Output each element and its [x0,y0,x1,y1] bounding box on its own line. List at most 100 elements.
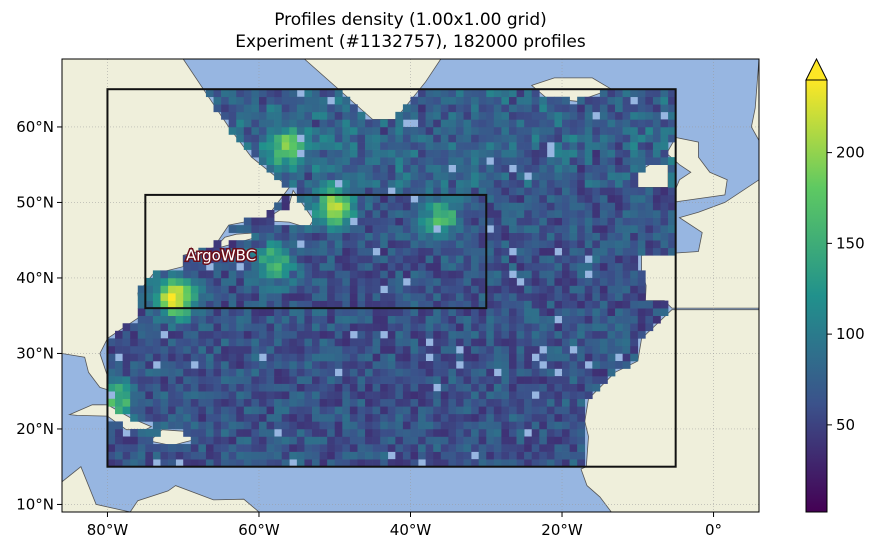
density-cell [350,119,358,127]
density-cell [600,97,608,105]
density-cell [168,391,176,399]
density-cell [214,346,222,354]
density-cell [524,157,532,165]
density-cell [403,218,411,226]
density-cell [206,278,214,286]
density-cell [585,323,593,331]
density-cell [592,286,600,294]
density-cell [388,429,396,437]
density-cell [623,119,631,127]
density-cell [547,180,555,188]
density-cell [562,150,570,158]
density-cell [342,119,350,127]
density-cell [168,353,176,361]
density-cell [585,210,593,218]
density-cell [509,421,517,429]
density-cell [289,338,297,346]
colorbar-extend-arrow [806,59,827,80]
density-cell [426,157,434,165]
density-cell [274,278,282,286]
density-cell [600,240,608,248]
density-cell [524,202,532,210]
density-cell [517,286,525,294]
density-cell [206,429,214,437]
density-cell [320,353,328,361]
density-cell [464,225,472,233]
density-cell [191,369,199,377]
density-cell [221,399,229,407]
density-cell [411,104,419,112]
density-cell [176,338,184,346]
density-cell [274,112,282,120]
density-cell [441,338,449,346]
density-cell [320,202,328,210]
density-cell [585,338,593,346]
density-cell [160,293,168,301]
density-cell [585,135,593,143]
density-cell [327,346,335,354]
density-cell [320,346,328,354]
density-cell [623,195,631,203]
density-cell [494,353,502,361]
density-cell [221,444,229,452]
density-cell [486,293,494,301]
density-cell [554,187,562,195]
density-cell [130,376,138,384]
density-cell [562,210,570,218]
density-cell [274,157,282,165]
density-cell [418,338,426,346]
density-cell [251,391,259,399]
density-cell [471,421,479,429]
density-cell [653,202,661,210]
density-cell [388,255,396,263]
density-cell [342,361,350,369]
density-cell [176,406,184,414]
density-cell [638,218,646,226]
x-tick-label: 40°W [390,521,432,539]
density-cell [630,338,638,346]
density-cell [615,172,623,180]
density-cell [570,218,578,226]
density-cell [304,255,312,263]
density-cell [517,429,525,437]
density-cell [653,225,661,233]
density-cell [600,301,608,309]
density-cell [577,255,585,263]
density-cell [342,240,350,248]
density-cell [229,104,237,112]
density-cell [592,157,600,165]
density-cell [411,97,419,105]
density-cell [471,286,479,294]
density-cell [395,399,403,407]
density-cell [661,195,669,203]
density-cell [312,278,320,286]
density-cell [168,338,176,346]
density-cell [365,218,373,226]
density-cell [494,384,502,392]
density-cell [433,361,441,369]
density-cell [244,316,252,324]
density-cell [494,270,502,278]
density-cell [494,165,502,173]
density-cell [395,165,403,173]
density-cell [509,142,517,150]
density-cell [251,142,259,150]
density-cell [388,180,396,188]
density-cell [297,172,305,180]
density-cell [411,127,419,135]
density-cell [342,286,350,294]
density-cell [607,346,615,354]
density-cell [282,112,290,120]
density-cell [320,323,328,331]
density-cell [585,172,593,180]
density-cell [259,429,267,437]
density-cell [274,406,282,414]
density-cell [426,150,434,158]
density-cell [638,195,646,203]
y-tick-label: 50°N [16,193,54,211]
density-cell [236,97,244,105]
density-cell [267,157,275,165]
density-cell [532,89,540,97]
density-cell [267,240,275,248]
density-cell [585,248,593,256]
